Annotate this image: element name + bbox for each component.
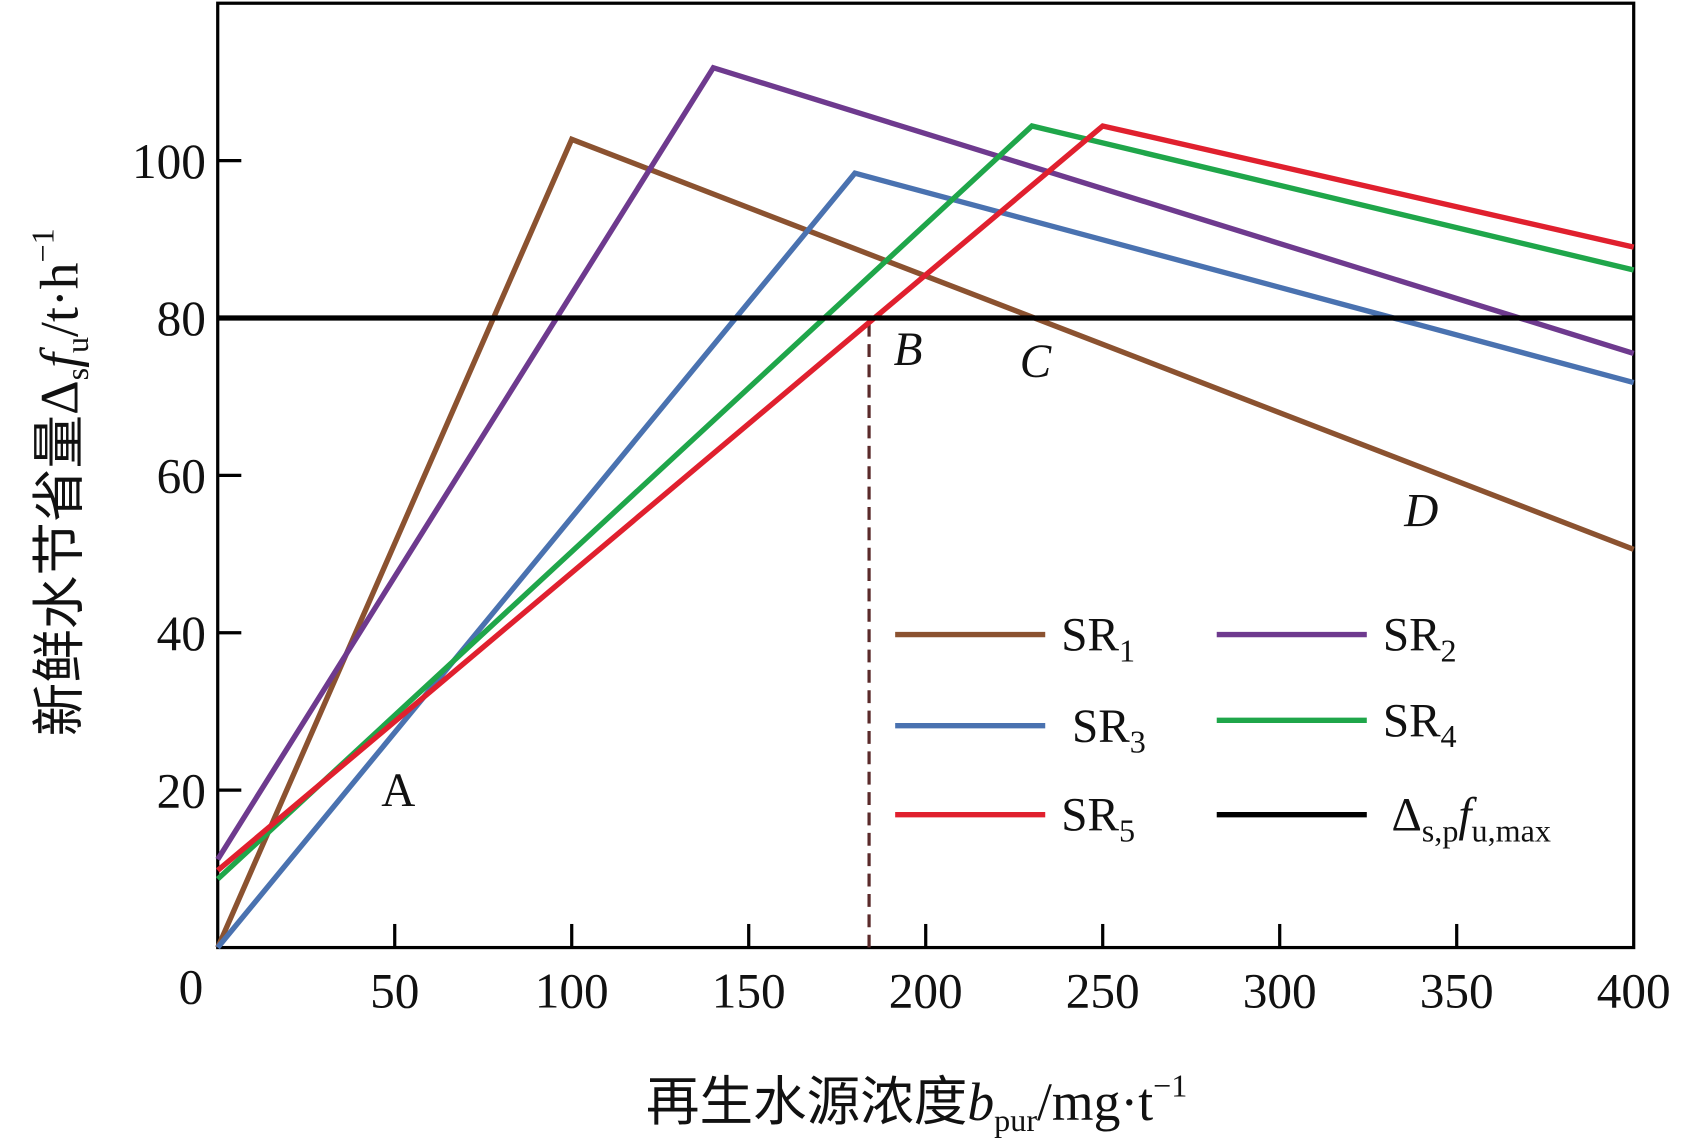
x-origin-label: 0 bbox=[179, 959, 204, 1014]
y-tick-label: 100 bbox=[132, 134, 206, 189]
annotation-c: C bbox=[1020, 336, 1052, 388]
series-line-sr5 bbox=[216, 123, 1635, 873]
x-tick-label: 50 bbox=[370, 964, 419, 1019]
svg-text:Δs,pfu,max: Δs,pfu,max bbox=[1391, 790, 1551, 849]
x-axis-label: 再生水源浓度bpur/mg·t−1 bbox=[646, 1068, 1187, 1138]
x-tick-label: 300 bbox=[1243, 964, 1317, 1019]
x-tick-label: 350 bbox=[1420, 964, 1494, 1019]
x-tick-label: 400 bbox=[1597, 964, 1671, 1019]
x-tick-label: 250 bbox=[1066, 964, 1140, 1019]
series-line-sr1 bbox=[215, 135, 1635, 949]
legend-item-max-line: Δs,pfu,max bbox=[1216, 790, 1551, 849]
legend-item-sr4: SR4 bbox=[1216, 695, 1457, 754]
y-tick-label: 40 bbox=[157, 606, 206, 661]
legend: SR1 SR2 SR3 SR4 SR5 Δs,pfu,max bbox=[895, 610, 1551, 849]
legend-item-sr3: SR3 bbox=[895, 701, 1146, 760]
annotation-b: B bbox=[894, 324, 923, 376]
svg-text:SR3: SR3 bbox=[1072, 701, 1146, 760]
x-tick-label: 150 bbox=[712, 964, 786, 1019]
x-tick-label: 100 bbox=[535, 964, 609, 1019]
y-tick-label: 20 bbox=[157, 763, 206, 818]
y-tick-label: 60 bbox=[157, 449, 206, 504]
svg-text:SR5: SR5 bbox=[1061, 790, 1135, 849]
annotations: A B C D bbox=[381, 324, 1438, 817]
legend-item-sr5: SR5 bbox=[895, 790, 1135, 849]
ticks: 50 100 150 200 250 300 350 400 20 40 60 80 100 bbox=[132, 134, 1671, 1019]
y-tick-label: 80 bbox=[157, 291, 206, 346]
annotation-a: A bbox=[381, 765, 415, 817]
annotation-d: D bbox=[1403, 486, 1438, 538]
series-line-sr2 bbox=[215, 64, 1635, 861]
svg-text:SR2: SR2 bbox=[1383, 610, 1457, 669]
series-lines bbox=[215, 64, 1635, 950]
svg-text:SR4: SR4 bbox=[1383, 695, 1457, 754]
legend-item-sr1: SR1 bbox=[895, 610, 1135, 669]
legend-item-sr2: SR2 bbox=[1216, 610, 1457, 669]
y-axis-label: 新鲜水节省量Δsfu/t·h−1 bbox=[25, 228, 95, 736]
x-tick-label: 200 bbox=[889, 964, 963, 1019]
series-line-sr4 bbox=[215, 123, 1635, 882]
svg-text:SR1: SR1 bbox=[1061, 610, 1135, 669]
